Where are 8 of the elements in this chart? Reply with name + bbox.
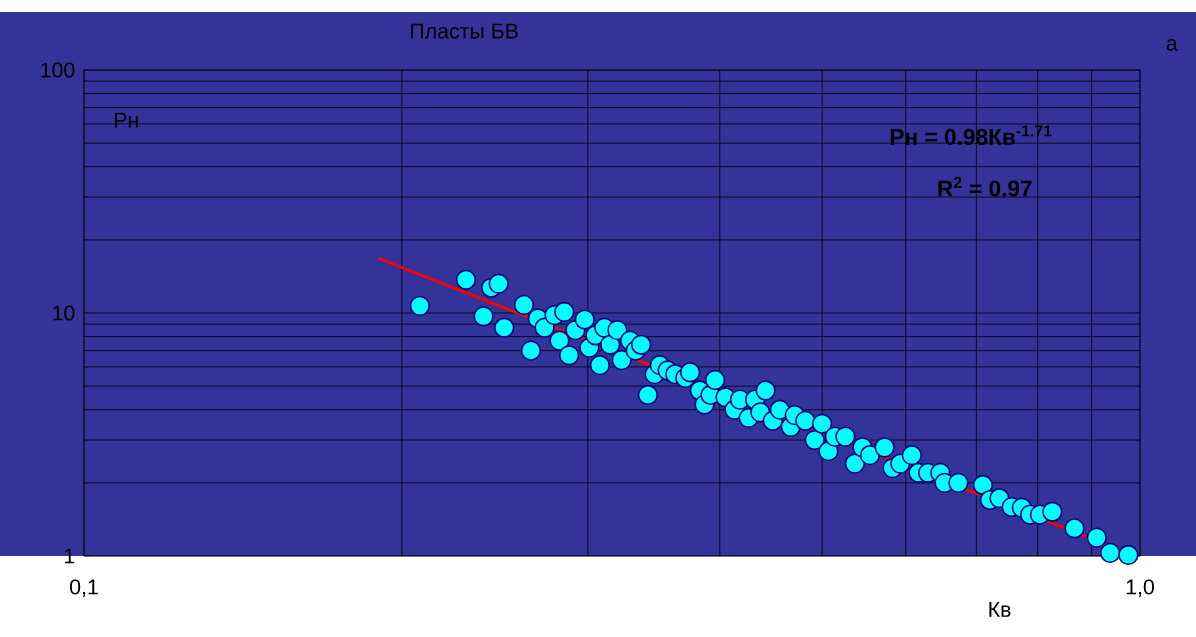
x-axis-title: Кв	[989, 602, 1011, 617]
text: а	[1166, 39, 1178, 51]
y-axis-title: Рн	[114, 112, 138, 128]
y-tick-label: 100	[41, 62, 75, 78]
x-tick-label: 1,0	[1126, 579, 1154, 597]
y-tick-label: 10	[53, 305, 75, 321]
chart-title: Пласты БВ	[411, 23, 518, 39]
x-tick-label: 0,1	[70, 579, 98, 597]
